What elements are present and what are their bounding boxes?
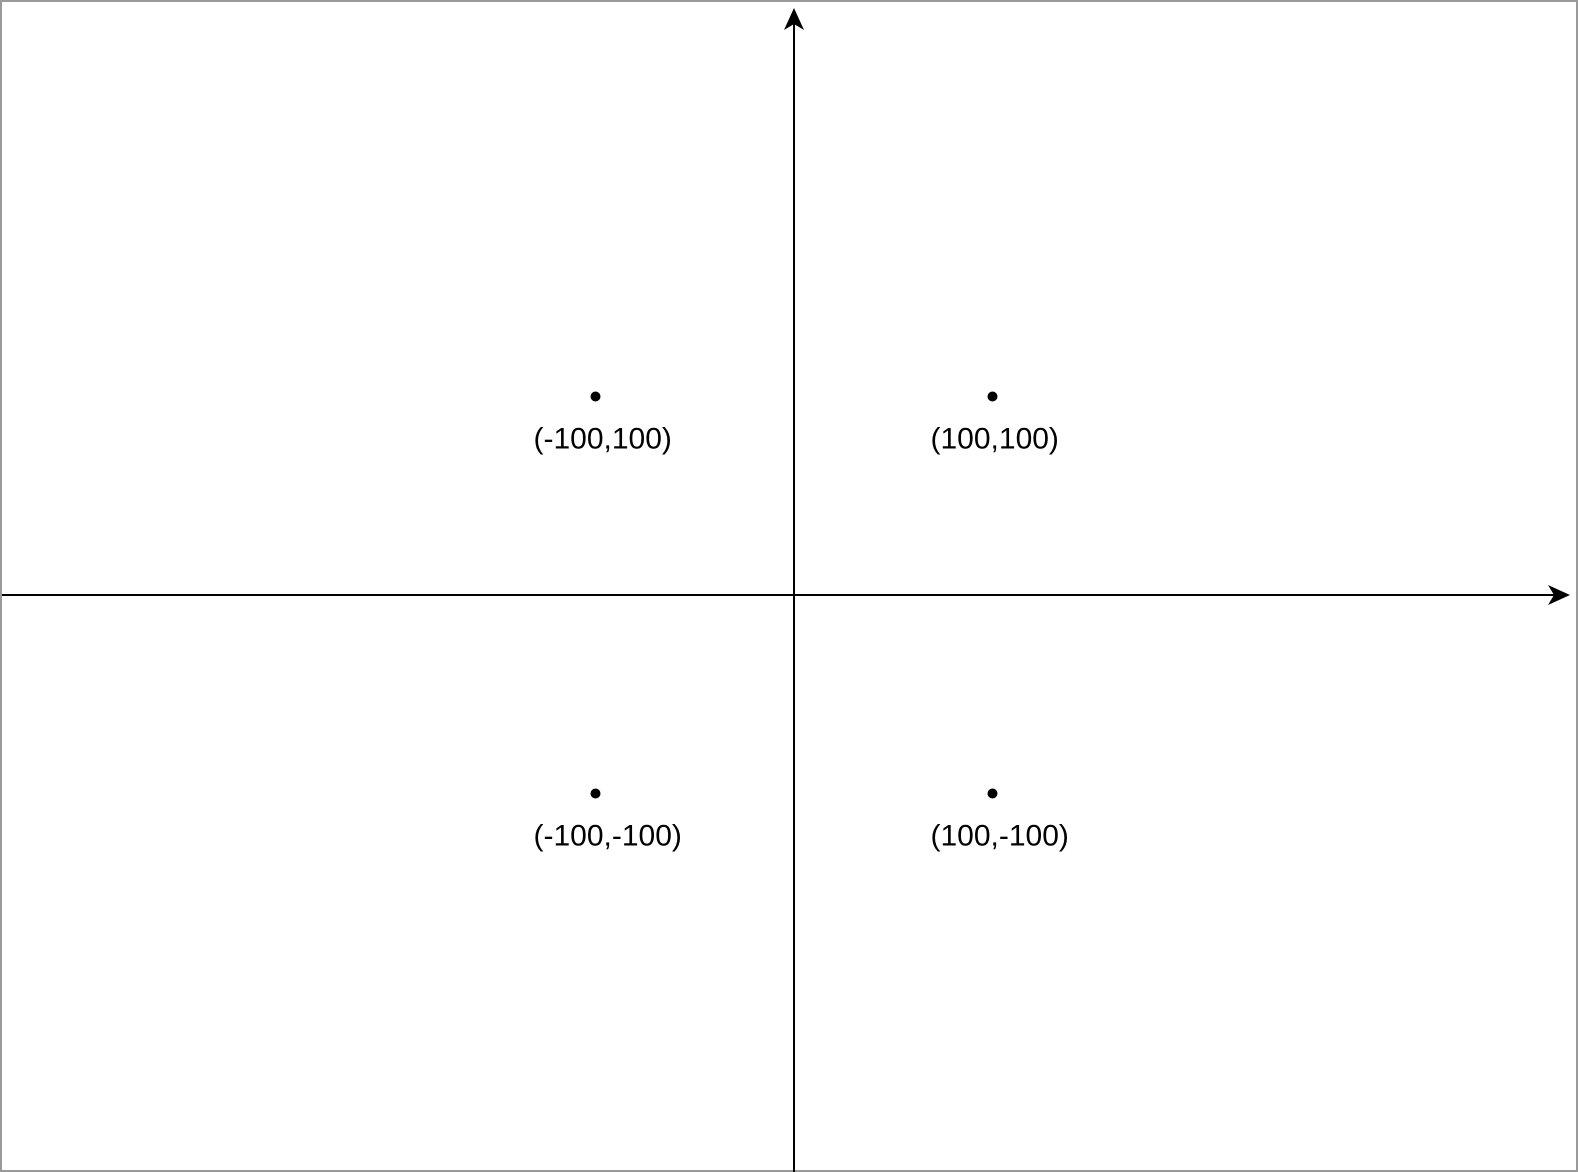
point-group: (100,-100) (931, 788, 1069, 853)
point-marker (987, 788, 998, 799)
point-label: (100,100) (931, 423, 1059, 456)
point-label: (100,-100) (931, 820, 1069, 853)
point-marker (590, 788, 601, 799)
point-label: (-100,-100) (534, 820, 682, 853)
point-marker (590, 391, 601, 402)
point-label: (-100,100) (534, 423, 672, 456)
point-group: (-100,100) (534, 391, 672, 456)
points-layer: (-100,100) (100,100) (-100,-100) (100,-100) (534, 391, 1069, 853)
x-axis (2, 585, 1570, 605)
point-marker (987, 391, 998, 402)
point-group: (100,100) (931, 391, 1059, 456)
y-axis-arrow-icon (784, 8, 804, 30)
x-axis-arrow-icon (1548, 585, 1570, 605)
point-group: (-100,-100) (534, 788, 682, 853)
